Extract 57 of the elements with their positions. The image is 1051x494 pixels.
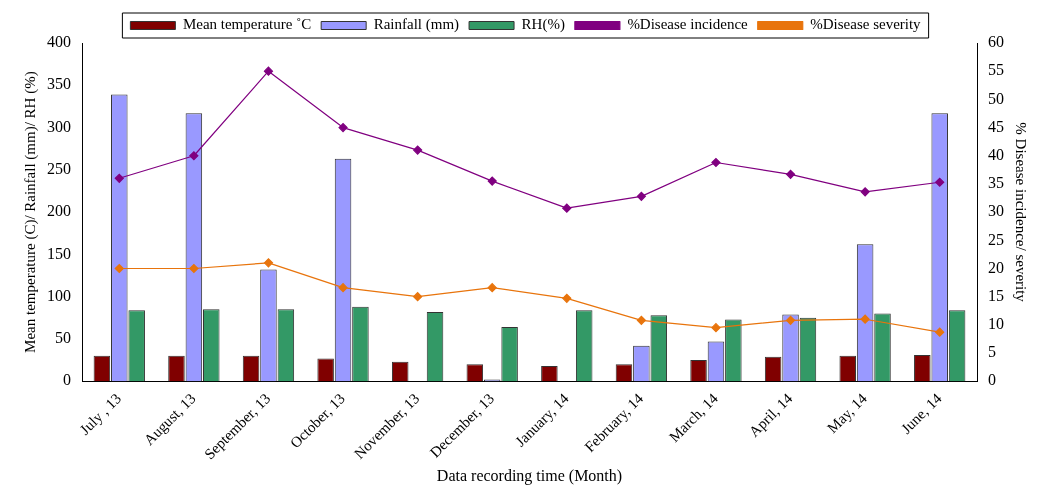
legend-label: Mean temperature ˚C	[182, 16, 312, 33]
y2-tick-label: 0	[988, 371, 996, 389]
y2-axis-title: % Disease incidence/ severity	[1013, 122, 1030, 303]
point	[338, 283, 348, 293]
point	[263, 258, 274, 268]
y2-tick-label: 50	[988, 89, 1004, 107]
y2-tick-label: 25	[988, 230, 1004, 248]
y-tick-label: 300	[47, 117, 71, 135]
point	[636, 191, 646, 201]
point	[114, 263, 124, 274]
x-axis-title: Data recording time (Month)	[436, 466, 623, 485]
y-tick-label: 0	[63, 371, 71, 389]
point	[413, 145, 423, 155]
point	[860, 314, 870, 324]
point	[189, 263, 199, 274]
x-tick-label: May, 14	[824, 389, 871, 437]
point	[562, 293, 572, 303]
point	[114, 173, 124, 183]
point	[338, 122, 348, 133]
y-tick-label: 50	[55, 329, 71, 347]
y2-tick-label: 60	[988, 33, 1004, 51]
y2-tick-label: 10	[988, 315, 1004, 333]
point	[189, 151, 199, 161]
point	[711, 323, 721, 333]
legend-label: %Disease incidence	[627, 16, 749, 33]
y2-tick-label: 45	[988, 117, 1004, 135]
legend-label: RH(%)	[521, 16, 565, 34]
y-tick-label: 200	[47, 202, 71, 220]
y2-tick-label: 15	[988, 286, 1004, 304]
point	[413, 292, 423, 302]
y-tick-label: 150	[47, 244, 71, 262]
point	[562, 203, 572, 213]
legend-label: %Disease severity	[810, 16, 922, 33]
point	[636, 315, 646, 325]
y-tick-label: 250	[47, 160, 71, 178]
point	[487, 176, 497, 186]
point	[860, 187, 870, 197]
point	[785, 169, 796, 179]
y2-tick-label: 30	[988, 202, 1004, 220]
point	[935, 177, 945, 187]
y-tick-label: 350	[47, 75, 71, 93]
y2-tick-label: 55	[988, 61, 1004, 79]
y2-tick-label: 35	[988, 174, 1004, 192]
y2-tick-label: 5	[988, 343, 996, 361]
point	[935, 327, 945, 337]
y2-tick-label: 40	[988, 145, 1004, 163]
point	[263, 66, 274, 76]
y2-tick-label: 20	[988, 258, 1004, 276]
x-tick-label: July , 13	[76, 390, 125, 438]
y-axis-title: Mean temperature (C)/ Rainfall (mm)/ RH (%)	[21, 71, 39, 353]
legend-label: Rainfall (mm)	[373, 16, 460, 34]
x-tick-label: June, 14	[897, 389, 945, 437]
y-tick-label: 100	[47, 286, 71, 304]
point	[785, 315, 796, 325]
point	[487, 283, 497, 293]
point	[711, 157, 721, 168]
y-tick-label: 400	[47, 33, 71, 51]
